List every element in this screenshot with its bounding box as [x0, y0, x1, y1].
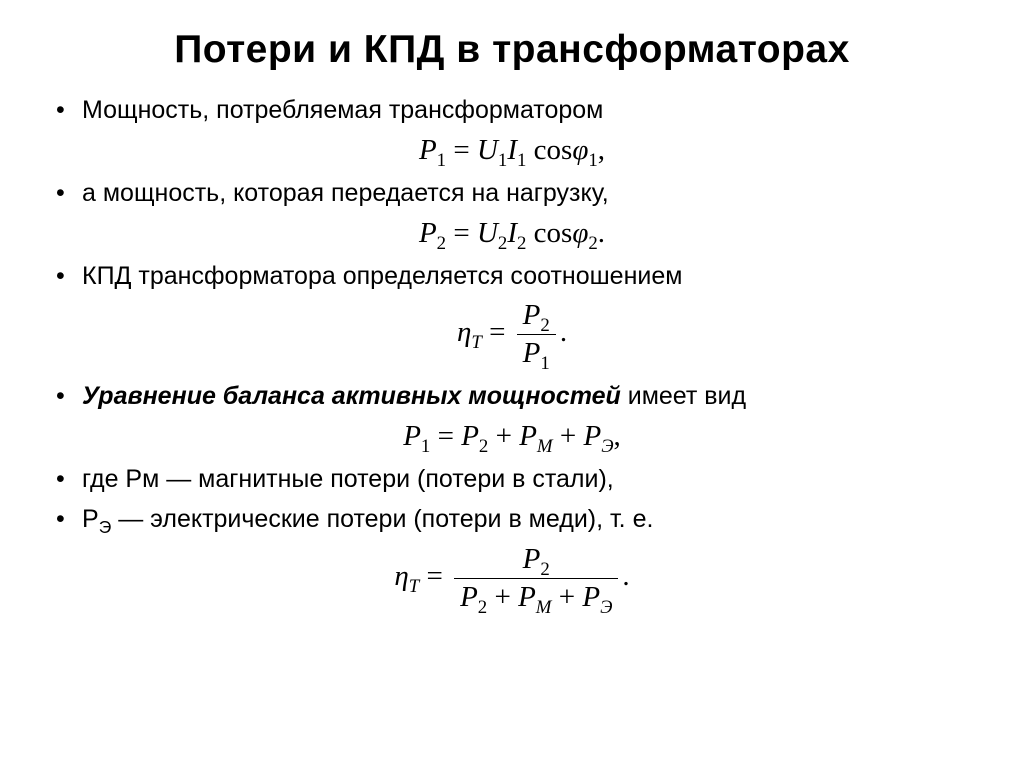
equation-1: P1 = U1I1 cosφ1, [50, 134, 974, 167]
bullet-3: КПД трансформатора определяется соотноше… [50, 260, 974, 294]
bullet-4-rest: имеет вид [621, 382, 746, 410]
bullet-list-3: КПД трансформатора определяется соотноше… [50, 260, 974, 294]
bullet-6-rest: — электрические потери (потери в меди), … [111, 505, 653, 533]
bullet-2: а мощность, которая передается на нагруз… [50, 177, 974, 211]
bullet-list-2: а мощность, которая передается на нагруз… [50, 177, 974, 211]
bullet-6: РЭ — электрические потери (потери в меди… [50, 503, 974, 537]
bullet-3-text: КПД трансформатора определяется соотноше… [82, 262, 682, 290]
equation-2: P2 = U2I2 cosφ2. [50, 217, 974, 250]
page-title: Потери и КПД в трансформаторах [50, 28, 974, 72]
equation-3: ηT = P2 P1 . [50, 299, 974, 370]
bullet-6-sub: Э [99, 517, 112, 537]
equation-5: ηT = P2 P2 + PМ + PЭ . [50, 543, 974, 614]
bullet-5-text: где Рм — магнитные потери (потери в стал… [82, 465, 614, 493]
bullet-1: Мощность, потребляемая трансформатором [50, 94, 974, 128]
bullet-list: Мощность, потребляемая трансформатором [50, 94, 974, 128]
bullet-6-pre: Р [82, 505, 99, 533]
bullet-1-text: Мощность, потребляемая трансформатором [82, 96, 603, 124]
bullet-list-4: Уравнение баланса активных мощностей име… [50, 380, 974, 414]
bullet-5: где Рм — магнитные потери (потери в стал… [50, 463, 974, 497]
bullet-list-5: где Рм — магнитные потери (потери в стал… [50, 463, 974, 537]
bullet-4-bold: Уравнение баланса активных мощностей [82, 382, 621, 410]
equation-4: P1 = P2 + PМ + PЭ, [50, 420, 974, 453]
slide: Потери и КПД в трансформаторах Мощность,… [0, 0, 1024, 644]
bullet-2-text: а мощность, которая передается на нагруз… [82, 179, 609, 207]
bullet-4: Уравнение баланса активных мощностей име… [50, 380, 974, 414]
